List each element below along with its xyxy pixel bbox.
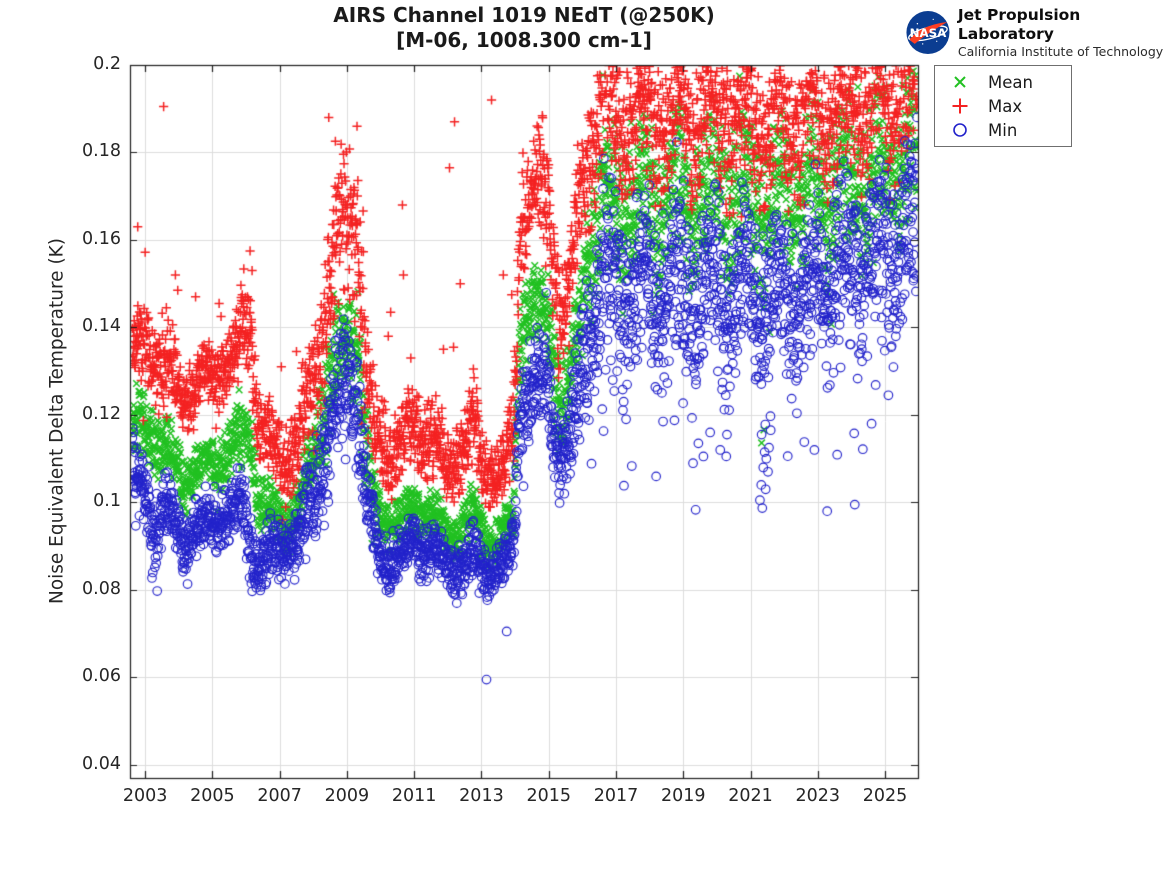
y-axis-tick-label: 0.14 <box>82 316 121 337</box>
y-axis-tick-label: 0.04 <box>82 753 121 774</box>
mean-x-marker-icon <box>954 76 966 88</box>
x-axis-tick-label: 2017 <box>593 786 639 806</box>
legend-label-mean: Mean <box>988 72 1033 92</box>
x-axis-tick-label: 2025 <box>862 786 908 806</box>
y-axis-tick-label: 0.12 <box>82 403 121 424</box>
legend-item-min: Min <box>949 118 1071 142</box>
y-axis-tick-label: 0.1 <box>93 491 121 512</box>
max-plus-marker-icon <box>952 98 968 114</box>
y-axis-tick-label: 0.16 <box>82 228 121 249</box>
legend-label-min: Min <box>988 120 1018 140</box>
x-axis-tick-label: 2023 <box>795 786 841 806</box>
x-axis-tick-label: 2019 <box>660 786 706 806</box>
legend-item-mean: Mean <box>949 70 1071 94</box>
y-axis-tick-label: 0.06 <box>82 666 121 687</box>
x-axis-tick-label: 2013 <box>459 786 504 806</box>
y-axis-tick-label: 0.08 <box>82 578 121 599</box>
x-axis-tick-label: 2005 <box>190 786 235 806</box>
min-circle-marker-icon <box>953 123 967 137</box>
legend-item-max: Max <box>949 94 1071 118</box>
x-axis-tick-label: 2009 <box>324 786 370 806</box>
legend: Mean Max Min <box>934 65 1072 147</box>
y-axis-tick-label: 0.18 <box>82 141 121 162</box>
y-axis-tick-label: 0.2 <box>93 54 121 74</box>
legend-label-max: Max <box>988 96 1023 116</box>
x-axis-tick-label: 2015 <box>526 786 571 806</box>
x-axis-tick-label: 2007 <box>257 786 302 806</box>
x-axis-tick-label: 2003 <box>122 786 168 806</box>
x-axis-tick-label: 2011 <box>391 786 437 806</box>
x-axis-tick-label: 2021 <box>728 786 773 806</box>
